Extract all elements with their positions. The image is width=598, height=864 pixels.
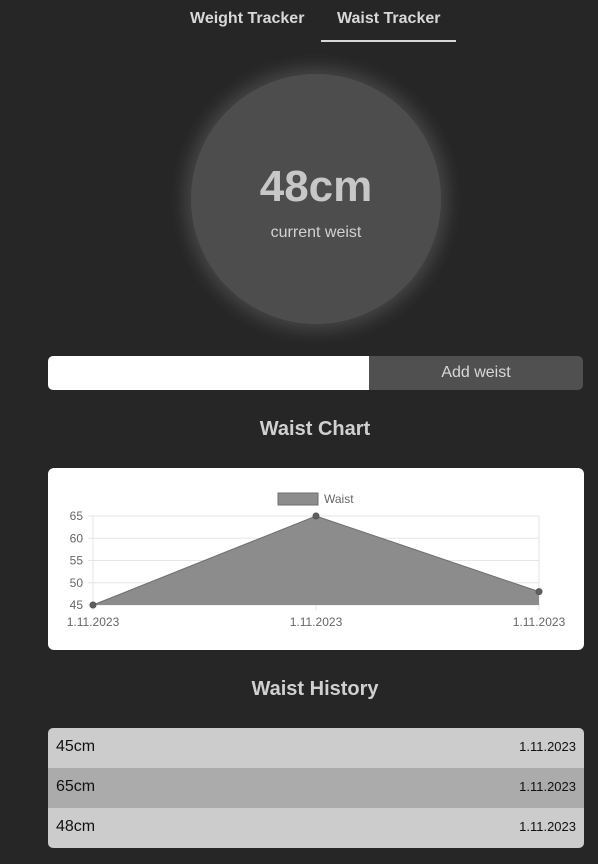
waist-input[interactable] bbox=[48, 356, 369, 390]
history-value: 45cm bbox=[56, 738, 96, 755]
history-value: 65cm bbox=[56, 778, 96, 795]
waist-chart: 65 60 55 50 45 1.11.2023 1.11.2023 1.11.2023 Wai… bbox=[48, 468, 584, 650]
history-row: 65cm 1.11.2023 bbox=[48, 768, 584, 808]
add-waist-button[interactable]: Add weist bbox=[369, 356, 583, 390]
legend-label: Waist bbox=[324, 492, 354, 506]
current-waist-label: current weist bbox=[270, 224, 362, 241]
y-tick-label: 60 bbox=[70, 531, 84, 545]
y-tick-label: 50 bbox=[70, 576, 84, 590]
y-tick-label: 45 bbox=[70, 598, 84, 612]
active-tab-indicator bbox=[321, 40, 456, 42]
current-waist-circle: 48cm current weist bbox=[191, 74, 441, 324]
current-waist-value: 48cm bbox=[259, 162, 373, 211]
y-tick-label: 55 bbox=[70, 554, 84, 568]
legend-swatch bbox=[277, 492, 319, 506]
x-tick-label: 1.11.2023 bbox=[290, 615, 343, 629]
tab-waist-tracker[interactable]: Waist Tracker bbox=[337, 10, 441, 27]
waist-chart-svg: 65 60 55 50 45 1.11.2023 1.11.2023 1.11.2023 Wai… bbox=[67, 492, 566, 629]
history-date: 1.11.2023 bbox=[519, 739, 576, 754]
history-row: 45cm 1.11.2023 bbox=[48, 728, 584, 768]
data-point bbox=[312, 512, 320, 520]
history-row: 48cm 1.11.2023 bbox=[48, 808, 584, 848]
chart-title: Waist Chart bbox=[259, 418, 371, 440]
history-date: 1.11.2023 bbox=[519, 819, 576, 834]
x-tick-label: 1.11.2023 bbox=[67, 615, 120, 629]
x-tick-label: 1.11.2023 bbox=[513, 615, 566, 629]
history-value: 48cm bbox=[56, 818, 96, 835]
history-date: 1.11.2023 bbox=[519, 779, 576, 794]
waist-history-list: 45cm 1.11.2023 65cm 1.11.2023 48cm 1.11.… bbox=[48, 728, 584, 848]
data-point bbox=[535, 588, 543, 596]
series-area bbox=[93, 516, 539, 605]
tab-weight-tracker[interactable]: Weight Tracker bbox=[190, 10, 305, 27]
y-tick-label: 65 bbox=[70, 509, 84, 523]
data-point bbox=[89, 601, 97, 609]
history-title: Waist History bbox=[251, 678, 379, 700]
